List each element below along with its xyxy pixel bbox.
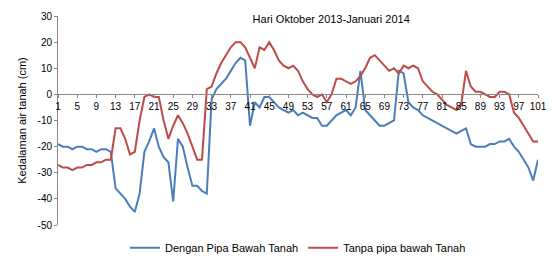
svg-text:Dengan Pipa Bawah Tanah: Dengan Pipa Bawah Tanah	[165, 242, 298, 254]
svg-text:-10: -10	[38, 115, 53, 126]
svg-text:5: 5	[74, 101, 80, 112]
svg-text:17: 17	[129, 101, 141, 112]
svg-text:21: 21	[148, 101, 160, 112]
svg-text:61: 61	[340, 101, 352, 112]
svg-text:Tanpa pipa bawah Tanah: Tanpa pipa bawah Tanah	[343, 242, 465, 254]
svg-text:97: 97	[513, 101, 525, 112]
svg-text:65: 65	[360, 101, 372, 112]
svg-text:Kedalaman air tanah (cm): Kedalaman air tanah (cm)	[16, 57, 28, 184]
svg-text:13: 13	[110, 101, 122, 112]
svg-text:-20: -20	[38, 141, 53, 152]
svg-text:89: 89	[475, 101, 487, 112]
svg-text:45: 45	[264, 101, 276, 112]
svg-text:69: 69	[379, 101, 391, 112]
svg-text:Hari Oktober 2013-Januari 2014: Hari Oktober 2013-Januari 2014	[253, 13, 410, 25]
svg-text:10: 10	[41, 63, 53, 74]
svg-text:-50: -50	[38, 220, 53, 231]
svg-text:29: 29	[187, 101, 199, 112]
svg-text:85: 85	[456, 101, 468, 112]
svg-text:73: 73	[398, 101, 410, 112]
svg-text:101: 101	[530, 101, 547, 112]
svg-text:1: 1	[55, 101, 61, 112]
svg-text:20: 20	[41, 37, 53, 48]
svg-text:57: 57	[321, 101, 333, 112]
svg-text:93: 93	[494, 101, 506, 112]
svg-text:30: 30	[41, 11, 53, 22]
svg-text:81: 81	[436, 101, 448, 112]
svg-text:0: 0	[46, 89, 52, 100]
svg-text:53: 53	[302, 101, 314, 112]
svg-text:41: 41	[244, 101, 256, 112]
svg-text:33: 33	[206, 101, 218, 112]
svg-text:37: 37	[225, 101, 237, 112]
svg-text:-40: -40	[38, 193, 53, 204]
svg-text:25: 25	[168, 101, 180, 112]
svg-text:9: 9	[94, 101, 100, 112]
svg-text:77: 77	[417, 101, 429, 112]
svg-text:49: 49	[283, 101, 295, 112]
svg-text:-30: -30	[38, 167, 53, 178]
